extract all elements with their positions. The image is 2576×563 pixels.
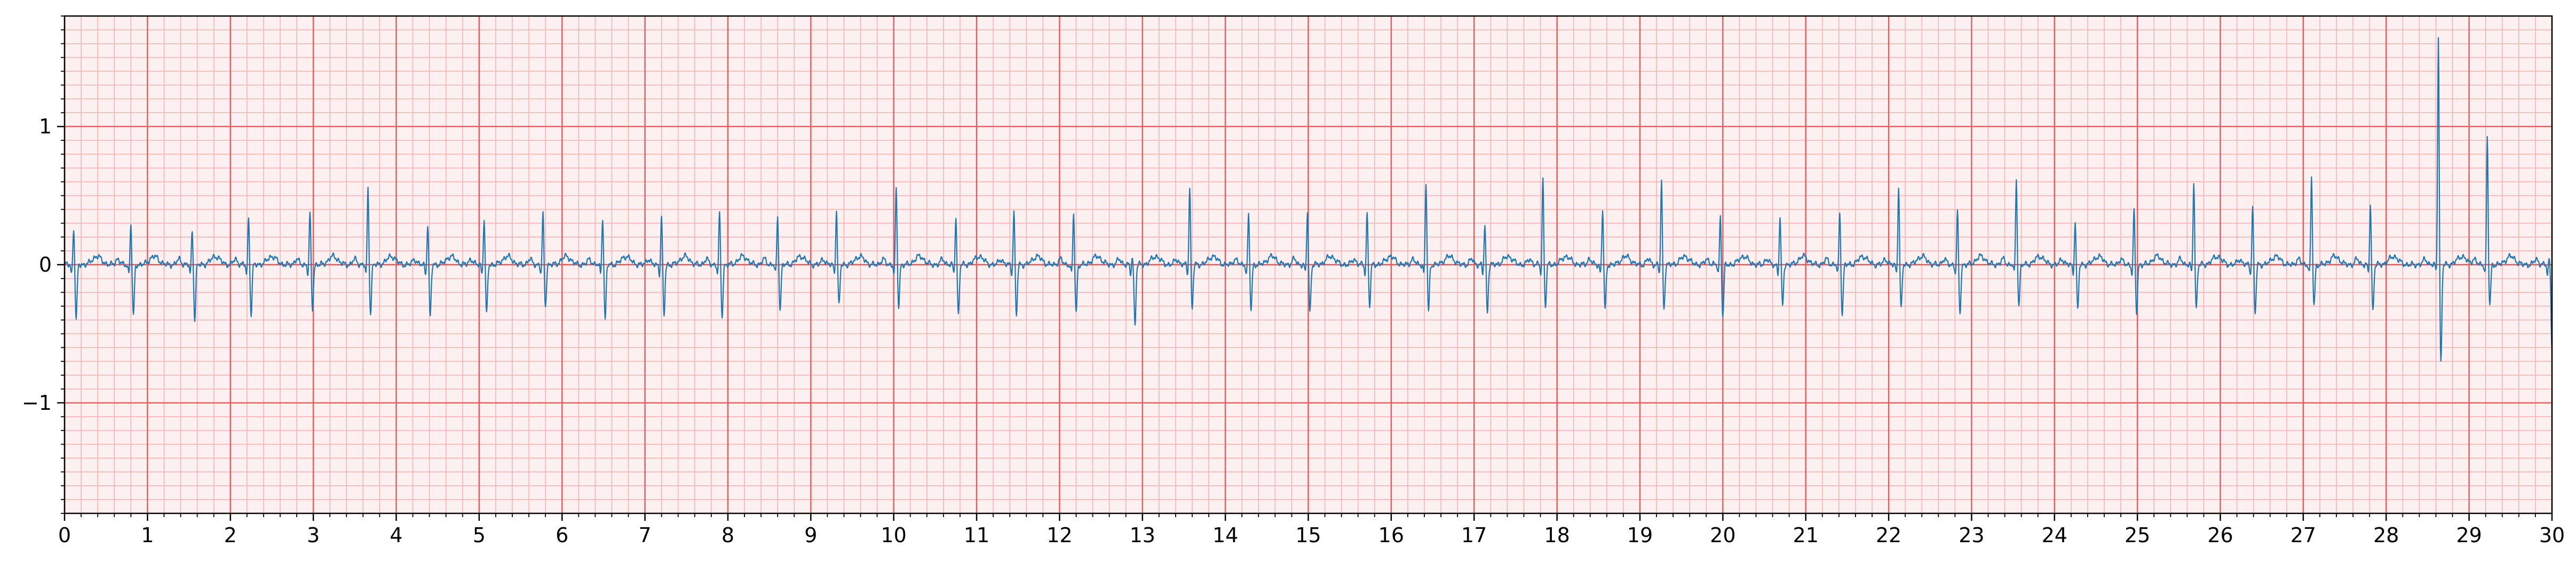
x-tick-label: 14 [1212, 524, 1238, 547]
x-tick-label: 18 [1544, 524, 1570, 547]
x-tick-label: 7 [638, 524, 651, 547]
x-tick-label: 5 [473, 524, 486, 547]
x-tick-label: 12 [1047, 524, 1072, 547]
y-tick-label: 1 [39, 115, 52, 138]
x-tick-label: 8 [722, 524, 734, 547]
x-tick-label: 15 [1295, 524, 1321, 547]
x-tick-label: 24 [2042, 524, 2067, 547]
y-tick-label: 0 [39, 253, 52, 276]
x-tick-label: 23 [1959, 524, 1984, 547]
x-tick-label: 13 [1130, 524, 1155, 547]
x-tick-label: 11 [964, 524, 989, 547]
ecg-series-line [64, 37, 2553, 362]
x-tick-label: 20 [1710, 524, 1735, 547]
x-tick-label: 10 [881, 524, 906, 547]
x-tick-label: 30 [2539, 524, 2565, 547]
x-tick-label: 3 [307, 524, 320, 547]
x-tick-label: 0 [58, 524, 71, 547]
x-tick-label: 26 [2207, 524, 2233, 547]
ecg-trace [64, 37, 2553, 362]
x-tick-label: 9 [804, 524, 817, 547]
x-tick-label: 6 [556, 524, 568, 547]
x-tick-label: 27 [2290, 524, 2316, 547]
x-tick-label: 19 [1627, 524, 1653, 547]
x-tick-label: 21 [1793, 524, 1819, 547]
x-tick-label: 28 [2373, 524, 2399, 547]
x-tick-label: 16 [1378, 524, 1404, 547]
x-tick-label: 17 [1461, 524, 1487, 547]
x-tick-label: 25 [2125, 524, 2150, 547]
x-axis: 0 1 2 3 4 5 6 7 8 9 10 11 12 13 14 15 16 17 18 19 20 21 22 23 24… [58, 513, 2565, 547]
x-tick-label: 4 [390, 524, 402, 547]
x-tick-label: 22 [1876, 524, 1901, 547]
y-axis: −1 0 1 [22, 15, 65, 514]
y-tick-label: −1 [22, 391, 52, 415]
x-tick-label: 2 [224, 524, 237, 547]
x-tick-label: 1 [141, 524, 154, 547]
x-tick-label: 29 [2456, 524, 2482, 547]
